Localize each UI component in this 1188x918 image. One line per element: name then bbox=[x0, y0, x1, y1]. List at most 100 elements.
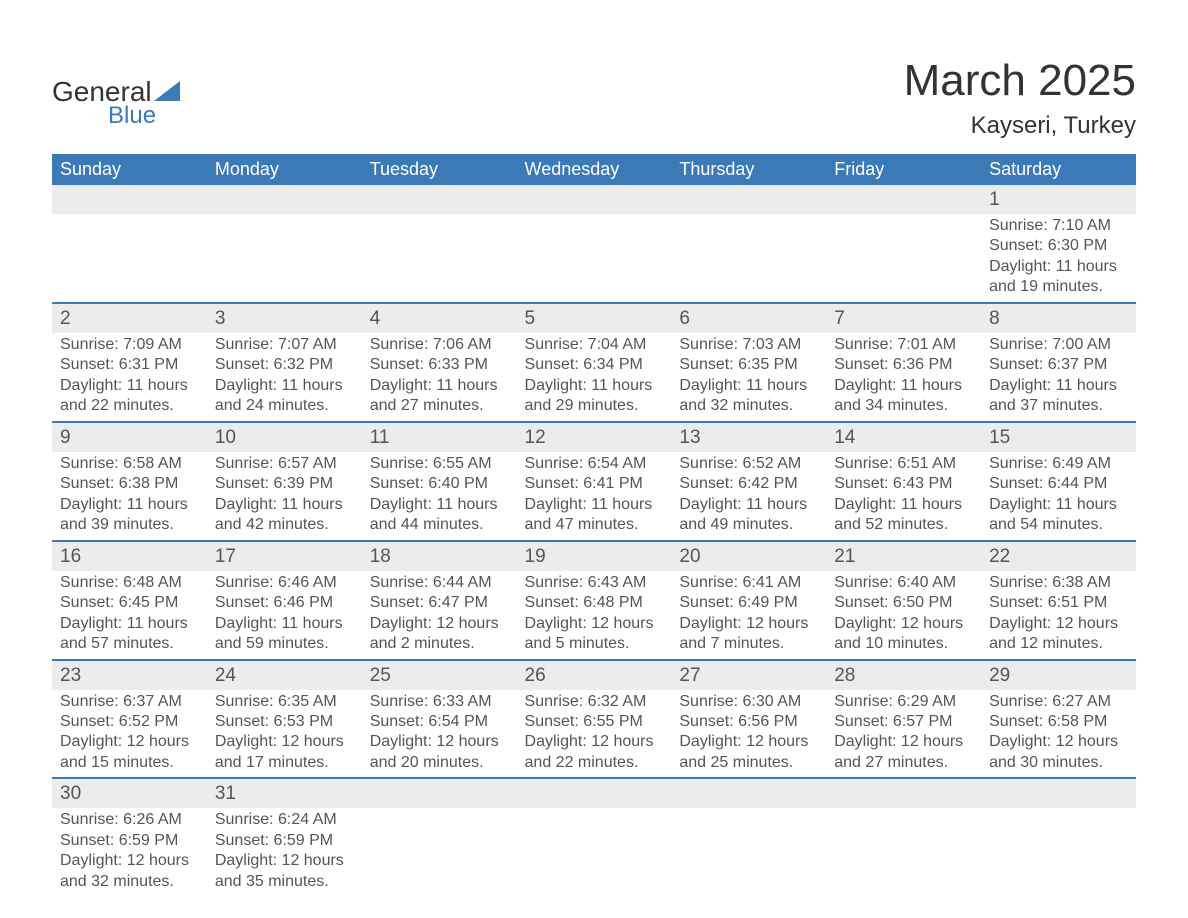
sunset-line: Sunset: 6:36 PM bbox=[834, 355, 973, 375]
calendar-table: SundayMondayTuesdayWednesdayThursdayFrid… bbox=[52, 154, 1136, 896]
sunset-line: Sunset: 6:43 PM bbox=[834, 474, 973, 494]
sunset-line: Sunset: 6:54 PM bbox=[370, 712, 509, 732]
sunset-line: Sunset: 6:38 PM bbox=[60, 474, 199, 494]
day-number-cell: 6 bbox=[671, 303, 826, 333]
day-detail-cell: Sunrise: 7:00 AMSunset: 6:37 PMDaylight:… bbox=[981, 333, 1136, 422]
daylight-line: Daylight: 12 hours and 22 minutes. bbox=[525, 732, 664, 773]
sunrise-line: Sunrise: 6:55 AM bbox=[370, 454, 509, 474]
sunset-line: Sunset: 6:47 PM bbox=[370, 593, 509, 613]
daynum-row: 1 bbox=[52, 185, 1136, 214]
day-detail-cell bbox=[671, 214, 826, 303]
day-detail-cell: Sunrise: 7:04 AMSunset: 6:34 PMDaylight:… bbox=[517, 333, 672, 422]
sunset-line: Sunset: 6:31 PM bbox=[60, 355, 199, 375]
day-detail-cell: Sunrise: 6:46 AMSunset: 6:46 PMDaylight:… bbox=[207, 571, 362, 660]
day-number-cell: 25 bbox=[362, 660, 517, 690]
day-number-cell: 18 bbox=[362, 541, 517, 571]
daylight-line: Daylight: 11 hours and 49 minutes. bbox=[679, 495, 818, 536]
title-block: March 2025 Kayseri, Turkey bbox=[904, 40, 1136, 140]
daylight-line: Daylight: 12 hours and 35 minutes. bbox=[215, 851, 354, 892]
sunset-line: Sunset: 6:39 PM bbox=[215, 474, 354, 494]
sunrise-line: Sunrise: 6:24 AM bbox=[215, 810, 354, 830]
sunrise-line: Sunrise: 6:40 AM bbox=[834, 573, 973, 593]
daylight-line: Daylight: 11 hours and 37 minutes. bbox=[989, 376, 1128, 417]
day-number-cell: 15 bbox=[981, 422, 1136, 452]
daylight-line: Daylight: 11 hours and 27 minutes. bbox=[370, 376, 509, 417]
daynum-row: 16171819202122 bbox=[52, 541, 1136, 571]
sunset-line: Sunset: 6:45 PM bbox=[60, 593, 199, 613]
sunset-line: Sunset: 6:52 PM bbox=[60, 712, 199, 732]
day-number-cell bbox=[671, 185, 826, 214]
sunrise-line: Sunrise: 6:57 AM bbox=[215, 454, 354, 474]
brand-logo: General Blue bbox=[52, 78, 180, 130]
day-number-cell: 4 bbox=[362, 303, 517, 333]
day-number-cell bbox=[362, 778, 517, 808]
day-number-cell bbox=[362, 185, 517, 214]
daylight-line: Daylight: 12 hours and 30 minutes. bbox=[989, 732, 1128, 773]
day-number-cell: 3 bbox=[207, 303, 362, 333]
daylight-line: Daylight: 12 hours and 25 minutes. bbox=[679, 732, 818, 773]
daylight-line: Daylight: 11 hours and 19 minutes. bbox=[989, 257, 1128, 298]
sunrise-line: Sunrise: 6:54 AM bbox=[525, 454, 664, 474]
sunset-line: Sunset: 6:53 PM bbox=[215, 712, 354, 732]
day-number-cell: 2 bbox=[52, 303, 207, 333]
sunset-line: Sunset: 6:48 PM bbox=[525, 593, 664, 613]
daylight-line: Daylight: 11 hours and 44 minutes. bbox=[370, 495, 509, 536]
day-detail-cell bbox=[517, 214, 672, 303]
day-number-cell: 17 bbox=[207, 541, 362, 571]
sunset-line: Sunset: 6:46 PM bbox=[215, 593, 354, 613]
daylight-line: Daylight: 11 hours and 29 minutes. bbox=[525, 376, 664, 417]
sunset-line: Sunset: 6:32 PM bbox=[215, 355, 354, 375]
sunrise-line: Sunrise: 7:09 AM bbox=[60, 335, 199, 355]
sunrise-line: Sunrise: 7:07 AM bbox=[215, 335, 354, 355]
location-label: Kayseri, Turkey bbox=[904, 112, 1136, 140]
sunrise-line: Sunrise: 7:04 AM bbox=[525, 335, 664, 355]
day-detail-cell: Sunrise: 6:24 AMSunset: 6:59 PMDaylight:… bbox=[207, 808, 362, 896]
sunset-line: Sunset: 6:56 PM bbox=[679, 712, 818, 732]
sunset-line: Sunset: 6:42 PM bbox=[679, 474, 818, 494]
day-number-cell: 12 bbox=[517, 422, 672, 452]
day-header: Sunday bbox=[52, 154, 207, 185]
day-number-cell: 16 bbox=[52, 541, 207, 571]
day-detail-cell bbox=[671, 808, 826, 896]
sunrise-line: Sunrise: 6:29 AM bbox=[834, 692, 973, 712]
day-detail-cell: Sunrise: 7:01 AMSunset: 6:36 PMDaylight:… bbox=[826, 333, 981, 422]
daynum-row: 9101112131415 bbox=[52, 422, 1136, 452]
sunset-line: Sunset: 6:34 PM bbox=[525, 355, 664, 375]
day-detail-cell: Sunrise: 6:33 AMSunset: 6:54 PMDaylight:… bbox=[362, 690, 517, 779]
day-detail-cell: Sunrise: 7:07 AMSunset: 6:32 PMDaylight:… bbox=[207, 333, 362, 422]
sunset-line: Sunset: 6:51 PM bbox=[989, 593, 1128, 613]
day-detail-cell: Sunrise: 6:35 AMSunset: 6:53 PMDaylight:… bbox=[207, 690, 362, 779]
day-detail-cell bbox=[207, 214, 362, 303]
sunrise-line: Sunrise: 6:49 AM bbox=[989, 454, 1128, 474]
sunset-line: Sunset: 6:59 PM bbox=[215, 831, 354, 851]
day-number-cell bbox=[517, 778, 672, 808]
day-detail-cell: Sunrise: 6:43 AMSunset: 6:48 PMDaylight:… bbox=[517, 571, 672, 660]
day-detail-cell: Sunrise: 7:10 AMSunset: 6:30 PMDaylight:… bbox=[981, 214, 1136, 303]
day-detail-cell: Sunrise: 7:06 AMSunset: 6:33 PMDaylight:… bbox=[362, 333, 517, 422]
day-detail-cell: Sunrise: 6:26 AMSunset: 6:59 PMDaylight:… bbox=[52, 808, 207, 896]
day-detail-cell: Sunrise: 6:32 AMSunset: 6:55 PMDaylight:… bbox=[517, 690, 672, 779]
day-number-cell: 26 bbox=[517, 660, 672, 690]
sunrise-line: Sunrise: 7:06 AM bbox=[370, 335, 509, 355]
day-number-cell bbox=[52, 185, 207, 214]
daylight-line: Daylight: 12 hours and 17 minutes. bbox=[215, 732, 354, 773]
day-number-cell: 19 bbox=[517, 541, 672, 571]
daylight-line: Daylight: 11 hours and 34 minutes. bbox=[834, 376, 973, 417]
daylight-line: Daylight: 11 hours and 54 minutes. bbox=[989, 495, 1128, 536]
day-detail-cell: Sunrise: 7:03 AMSunset: 6:35 PMDaylight:… bbox=[671, 333, 826, 422]
day-number-cell: 7 bbox=[826, 303, 981, 333]
daylight-line: Daylight: 12 hours and 7 minutes. bbox=[679, 614, 818, 655]
daynum-row: 2345678 bbox=[52, 303, 1136, 333]
sunrise-line: Sunrise: 6:41 AM bbox=[679, 573, 818, 593]
day-detail-cell: Sunrise: 6:37 AMSunset: 6:52 PMDaylight:… bbox=[52, 690, 207, 779]
daylight-line: Daylight: 12 hours and 12 minutes. bbox=[989, 614, 1128, 655]
day-detail-cell bbox=[826, 808, 981, 896]
daylight-line: Daylight: 11 hours and 24 minutes. bbox=[215, 376, 354, 417]
day-detail-cell: Sunrise: 6:27 AMSunset: 6:58 PMDaylight:… bbox=[981, 690, 1136, 779]
day-number-cell bbox=[981, 778, 1136, 808]
day-number-cell: 31 bbox=[207, 778, 362, 808]
day-number-cell: 14 bbox=[826, 422, 981, 452]
sunset-line: Sunset: 6:37 PM bbox=[989, 355, 1128, 375]
day-detail-cell bbox=[362, 808, 517, 896]
day-detail-cell: Sunrise: 6:29 AMSunset: 6:57 PMDaylight:… bbox=[826, 690, 981, 779]
